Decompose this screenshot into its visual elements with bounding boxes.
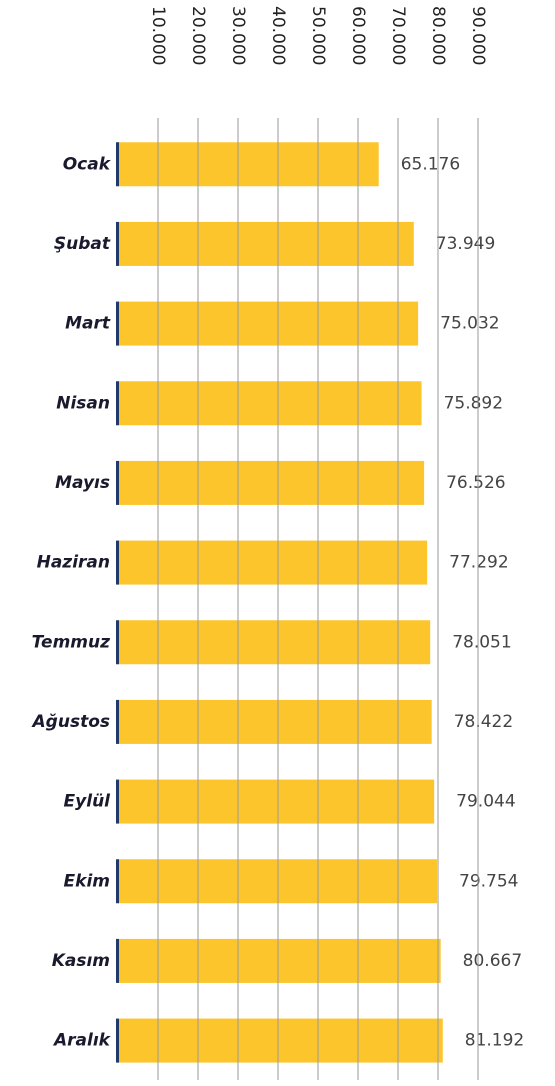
axis-segment: [116, 779, 119, 824]
value-label: 77.292: [449, 553, 508, 573]
x-tick-label: 80.000: [428, 6, 448, 65]
category-label: Ekim: [64, 871, 110, 891]
axis-segment: [116, 699, 119, 744]
bar: [118, 540, 428, 585]
category-label: Ocak: [63, 154, 112, 174]
bar: [118, 142, 379, 187]
category-label: Haziran: [37, 553, 110, 573]
category-label: Mart: [65, 314, 111, 334]
value-label: 73.949: [436, 234, 495, 254]
x-tick-label: 60.000: [348, 6, 368, 65]
bar: [118, 938, 441, 983]
axis-segment: [116, 938, 119, 983]
category-label: Aralık: [52, 1031, 112, 1051]
x-tick-label: 70.000: [388, 6, 408, 65]
category-label: Ağustos: [31, 712, 110, 732]
category-label: Mayıs: [55, 473, 110, 493]
bar: [118, 620, 431, 665]
value-label: 79.044: [456, 792, 515, 812]
bar: [118, 460, 425, 505]
axis-segment: [116, 460, 119, 505]
bar: [118, 779, 435, 824]
bar: [118, 221, 414, 266]
value-label: 80.667: [463, 951, 522, 971]
value-label: 76.526: [446, 473, 505, 493]
axis-segment: [116, 620, 119, 665]
category-label: Eylül: [64, 792, 112, 812]
axis-segment: [116, 540, 119, 585]
value-label: 81.192: [465, 1031, 524, 1051]
x-tick-label: 10.000: [148, 6, 168, 65]
value-label: 79.754: [459, 871, 518, 891]
axis-segment: [116, 221, 119, 266]
category-label: Nisan: [56, 393, 110, 413]
x-tick-label: 20.000: [188, 6, 208, 65]
axis-segment: [116, 859, 119, 904]
axis-segment: [116, 381, 119, 426]
x-tick-label: 40.000: [268, 6, 288, 65]
value-label: 65.176: [401, 154, 460, 174]
bar: [118, 301, 419, 346]
value-label: 78.422: [454, 712, 513, 732]
x-tick-label: 90.000: [468, 6, 488, 65]
category-label: Kasım: [52, 951, 110, 971]
category-label: Şubat: [54, 234, 111, 254]
value-label: 75.032: [440, 314, 499, 334]
value-label: 75.892: [444, 393, 503, 413]
x-tick-label: 50.000: [308, 6, 328, 65]
value-label: 78.051: [452, 632, 511, 652]
bar: [118, 381, 422, 426]
category-label: Temmuz: [32, 632, 110, 652]
x-tick-label: 30.000: [228, 6, 248, 65]
axis-segment: [116, 142, 119, 187]
axis-segment: [116, 301, 119, 346]
axis-segment: [116, 1018, 119, 1063]
bar: [118, 1018, 443, 1063]
bar: [118, 699, 432, 744]
